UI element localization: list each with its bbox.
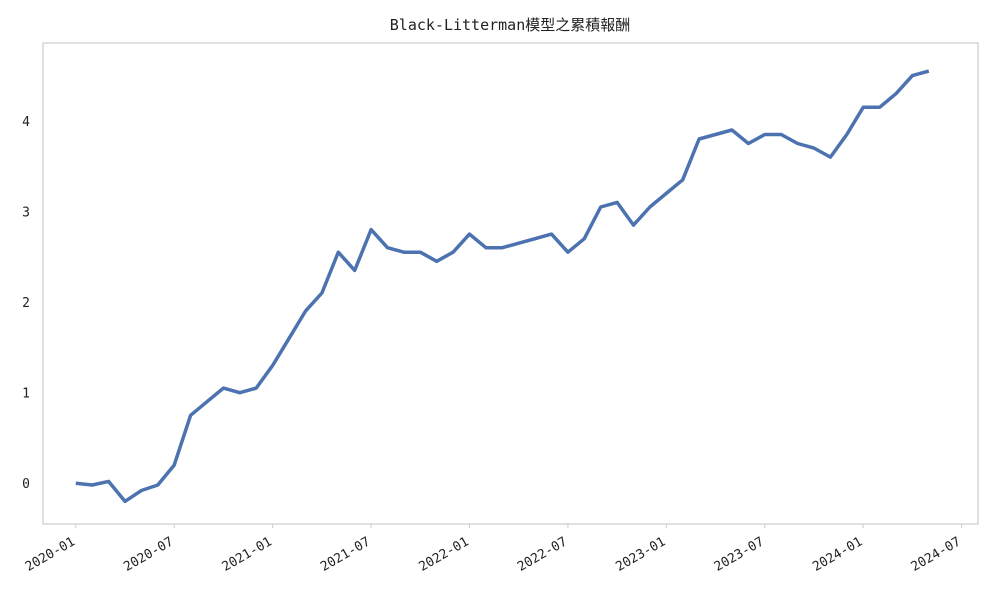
x-tick-label: 2024-01 (810, 534, 865, 574)
x-tick-label: 2022-07 (515, 534, 570, 574)
y-tick-label: 3 (22, 205, 30, 220)
x-tick-label: 2020-01 (23, 534, 78, 574)
x-tick-label: 2023-01 (613, 534, 668, 574)
y-tick-label: 4 (22, 115, 30, 130)
x-tick-label: 2022-01 (417, 534, 472, 574)
chart-title: Black-Litterman模型之累積報酬 (390, 16, 630, 34)
x-tick-label: 2024-07 (909, 534, 964, 574)
x-tick-label: 2021-01 (220, 534, 275, 574)
x-tick-label: 2023-07 (712, 534, 767, 574)
x-tick-label: 2020-07 (121, 534, 176, 574)
y-tick-label: 2 (22, 296, 30, 311)
x-tick-label: 2021-07 (318, 534, 373, 574)
plot-frame (42, 42, 979, 525)
series-line (75, 69, 930, 504)
y-tick-label: 1 (22, 387, 30, 402)
y-tick-label: 0 (22, 477, 30, 492)
